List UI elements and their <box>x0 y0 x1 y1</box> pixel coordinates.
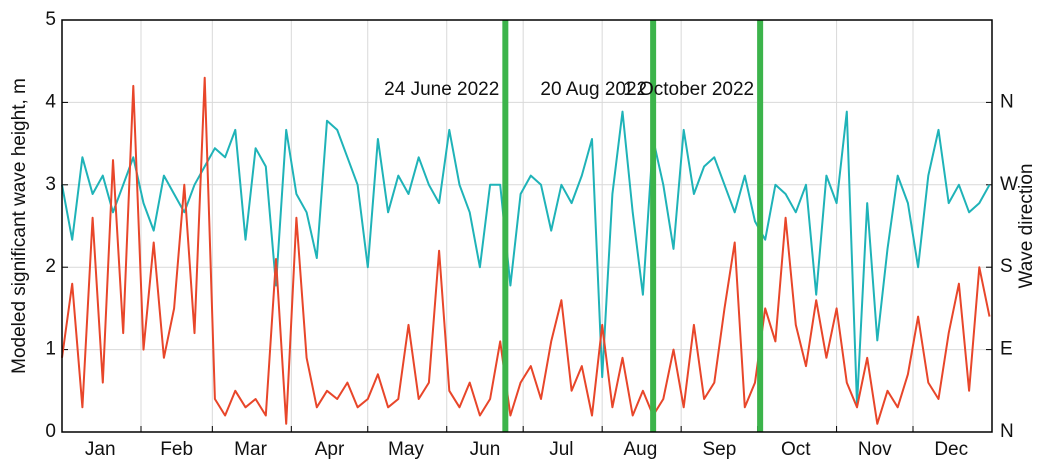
y-axis-label: Modeled significant wave height, m <box>9 78 30 374</box>
y2-tick-label: W <box>1000 174 1018 195</box>
y-tick-label: 5 <box>45 9 56 30</box>
annotation-label: 24 June 2022 <box>384 79 499 100</box>
plot-frame <box>61 19 993 433</box>
y-tick-label: 0 <box>45 421 56 442</box>
x-tick-label: Dec <box>934 439 968 460</box>
x-tick-label: Apr <box>315 439 345 460</box>
y-tick-label: 4 <box>45 91 56 112</box>
data-line <box>61 110 991 406</box>
y2-tick-label: S <box>1000 256 1013 277</box>
x-tick-label: Feb <box>160 439 193 460</box>
x-tick-label: Oct <box>781 439 811 460</box>
y2-tick-label: E <box>1000 339 1013 360</box>
y2-tick-label: N <box>1000 421 1014 442</box>
x-tick-label: Sep <box>702 439 736 460</box>
x-tick-label: May <box>388 439 424 460</box>
annotation-label: 1 October 2022 <box>623 79 754 100</box>
x-tick-label: Jan <box>85 439 116 460</box>
x-tick-label: Mar <box>234 439 267 460</box>
x-tick-label: Jun <box>470 439 501 460</box>
annotation-label: 20 Aug 2022 <box>540 79 647 100</box>
y-tick-label: 2 <box>45 256 56 277</box>
y-tick-label: 3 <box>45 174 56 195</box>
data-line <box>61 76 991 425</box>
x-tick-label: Nov <box>858 439 892 460</box>
y2-tick-label: N <box>1000 91 1014 112</box>
y-tick-label: 1 <box>45 339 56 360</box>
y2-axis-label: Wave direction <box>1016 164 1037 289</box>
x-tick-label: Aug <box>623 439 657 460</box>
x-tick-label: Jul <box>549 439 573 460</box>
